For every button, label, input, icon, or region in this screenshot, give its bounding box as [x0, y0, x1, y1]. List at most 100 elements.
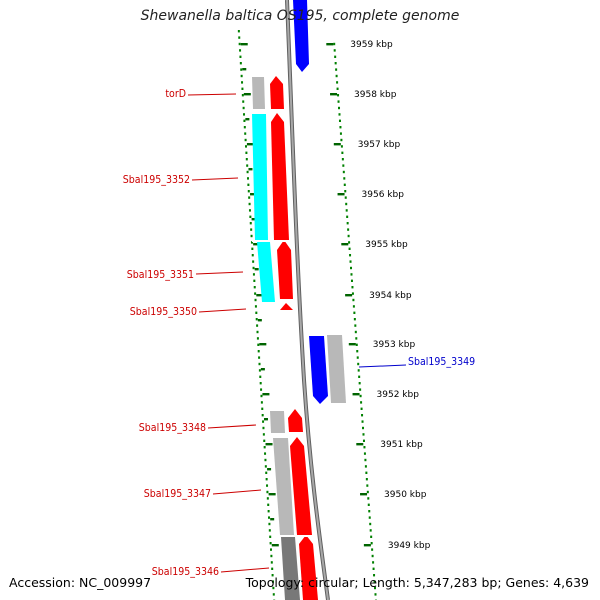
gene-label[interactable]: Sbal195_3348	[139, 422, 206, 434]
gene-block-cyan[interactable]	[257, 242, 275, 302]
border-dot	[345, 202, 348, 206]
border-dot	[346, 222, 349, 225]
scale-tick	[330, 93, 338, 96]
border-dot	[348, 247, 351, 250]
border-dot	[365, 478, 368, 481]
border-dot	[354, 330, 357, 334]
gene-arrow-forward[interactable]	[299, 535, 318, 600]
border-dot	[374, 593, 377, 596]
border-dot	[367, 497, 370, 500]
scale-tick	[333, 143, 341, 146]
border-dot	[336, 81, 339, 84]
scale-tick	[363, 544, 371, 547]
gene-arrow-forward[interactable]	[290, 437, 312, 535]
scale-tick	[248, 168, 253, 171]
kbp-label: 3958 kbp	[354, 90, 397, 100]
gene-arrow-forward[interactable]	[271, 113, 289, 240]
border-dot	[268, 516, 271, 519]
gene-block-darkgray[interactable]	[281, 537, 300, 600]
border-dot	[354, 324, 357, 327]
border-dot	[341, 158, 344, 161]
border-dot	[338, 119, 341, 122]
border-dot	[364, 458, 367, 462]
border-dot	[365, 471, 368, 474]
border-dot	[238, 42, 241, 46]
border-dot	[370, 535, 373, 538]
border-dot	[352, 305, 355, 308]
scale-tick	[251, 218, 256, 221]
gene-block-cyan[interactable]	[252, 114, 268, 240]
border-dot	[239, 62, 242, 65]
scale-tick	[348, 343, 356, 346]
label-leader-line	[198, 308, 247, 313]
gene-label[interactable]: Sbal195_3352	[123, 174, 190, 186]
border-dot	[372, 561, 375, 564]
border-dot	[367, 503, 370, 506]
gene-label[interactable]: torD	[165, 88, 186, 100]
border-dot	[368, 510, 371, 513]
border-dot	[250, 241, 253, 244]
border-dot	[345, 209, 348, 212]
border-dot	[249, 215, 252, 218]
border-dot	[241, 87, 244, 90]
border-dot	[260, 401, 263, 404]
gene-arrow-forward[interactable]	[270, 76, 284, 109]
border-dot	[253, 279, 256, 282]
border-dot	[261, 407, 264, 410]
border-dot	[371, 554, 374, 558]
scale-tick	[257, 319, 262, 322]
border-dot	[260, 394, 263, 398]
border-dot	[258, 356, 261, 359]
gene-arrow-reverse[interactable]	[309, 336, 328, 404]
border-dot	[259, 375, 262, 378]
gene-block-gray[interactable]	[252, 77, 265, 109]
border-dot	[267, 503, 270, 506]
border-dot	[361, 420, 364, 423]
gene-block-gray[interactable]	[273, 438, 294, 535]
gene-label[interactable]: Sbal195_3351	[127, 269, 194, 281]
gene-label[interactable]: Sbal195_3349	[408, 356, 475, 368]
border-dot	[357, 362, 360, 366]
genome-summary-text: Topology: circular; Length: 5,347,283 bp…	[245, 575, 589, 590]
gene-block-gray[interactable]	[327, 335, 346, 403]
gene-arrow-forward[interactable]	[288, 409, 303, 432]
gene-arrow-forward[interactable]	[280, 303, 293, 310]
border-dot	[356, 350, 359, 353]
border-dot	[255, 311, 258, 314]
border-dot	[238, 36, 241, 39]
border-dot	[260, 388, 263, 391]
border-dot	[257, 350, 260, 353]
border-dot	[349, 254, 352, 257]
scale-tick	[352, 393, 360, 396]
border-dot	[366, 484, 369, 487]
border-dot	[349, 260, 352, 263]
gene-arrow-forward[interactable]	[277, 240, 293, 299]
border-dot	[242, 100, 245, 103]
border-dot	[266, 484, 269, 487]
label-leader-lines	[187, 93, 407, 573]
border-dot	[353, 318, 356, 321]
gene-label[interactable]: Sbal195_3347	[144, 488, 211, 500]
border-dot	[344, 190, 347, 193]
border-dot	[251, 254, 254, 257]
map-title: Shewanella baltica OS195, complete genom…	[140, 8, 460, 24]
border-dot	[351, 292, 354, 295]
border-dot	[366, 490, 369, 494]
gene-block-gray[interactable]	[270, 411, 285, 433]
scale-tick	[360, 493, 368, 496]
gene-labels: torD Sbal195_3352 Sbal195_3351 Sbal195_3350…	[123, 88, 475, 578]
border-dot	[335, 68, 338, 71]
gene-arrow-reverse[interactable]	[293, 0, 309, 72]
gene-label[interactable]: Sbal195_3346	[152, 566, 219, 578]
gene-label[interactable]: Sbal195_3350	[130, 306, 197, 318]
border-dot	[243, 119, 246, 122]
border-dot	[248, 202, 251, 206]
scale-tick	[240, 43, 248, 46]
border-dot	[361, 414, 364, 417]
border-dot	[370, 542, 373, 545]
border-dot	[259, 382, 262, 385]
border-dot	[256, 324, 259, 327]
border-dot	[245, 158, 248, 161]
border-dot	[264, 458, 267, 462]
